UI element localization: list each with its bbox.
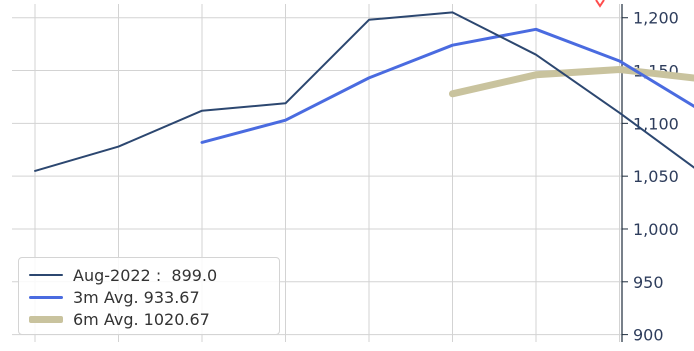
chart-legend: Aug-2022 : 899.0 3m Avg. 933.67 6m Avg. … <box>18 257 280 335</box>
legend-entry-actual: Aug-2022 : 899.0 <box>29 264 217 286</box>
legend-swatch-6m-avg <box>29 316 63 323</box>
y-tick-label: 1,000 <box>633 220 679 239</box>
series-line-2 <box>453 70 694 208</box>
marker-layer <box>596 0 604 6</box>
legend-label-3m-avg: 3m Avg. 933.67 <box>73 288 200 307</box>
top-marker-icon <box>596 0 604 6</box>
legend-entry-6m-avg: 6m Avg. 1020.67 <box>29 308 210 330</box>
legend-label-6m-avg: 6m Avg. 1020.67 <box>73 310 210 329</box>
y-tick-label: 1,100 <box>633 114 679 133</box>
legend-label-actual: Aug-2022 : 899.0 <box>73 266 217 285</box>
legend-swatch-actual <box>29 274 63 276</box>
y-tick-label: 900 <box>633 326 664 345</box>
legend-swatch-3m-avg <box>29 296 63 299</box>
legend-entry-3m-avg: 3m Avg. 933.67 <box>29 286 200 308</box>
y-tick-label: 1,050 <box>633 167 679 186</box>
y-tick-label: 1,200 <box>633 9 679 28</box>
y-tick-label: 950 <box>633 273 664 292</box>
